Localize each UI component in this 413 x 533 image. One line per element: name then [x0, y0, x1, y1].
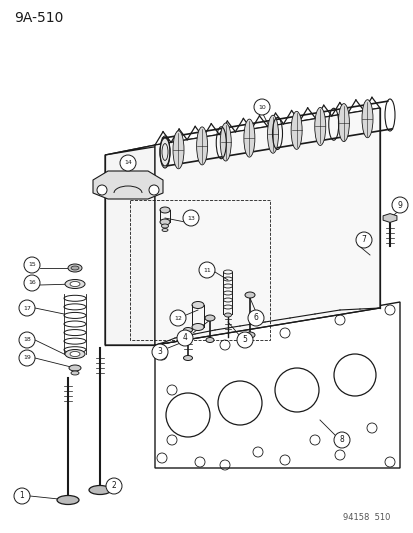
Circle shape: [152, 344, 168, 360]
Polygon shape: [154, 302, 399, 468]
Text: 2: 2: [112, 481, 116, 490]
Circle shape: [199, 262, 214, 278]
Circle shape: [97, 185, 107, 195]
Text: 9A-510: 9A-510: [14, 11, 63, 25]
Ellipse shape: [70, 281, 80, 287]
Ellipse shape: [183, 356, 192, 360]
Ellipse shape: [244, 292, 254, 298]
Ellipse shape: [244, 332, 254, 338]
Text: 16: 16: [28, 280, 36, 286]
Ellipse shape: [314, 108, 325, 146]
Text: 94158  510: 94158 510: [342, 513, 389, 522]
Ellipse shape: [65, 279, 85, 288]
Ellipse shape: [361, 100, 372, 138]
Circle shape: [177, 330, 192, 346]
Ellipse shape: [267, 115, 278, 154]
Ellipse shape: [337, 103, 349, 142]
Circle shape: [149, 185, 159, 195]
Text: 1: 1: [19, 491, 24, 500]
Ellipse shape: [243, 119, 254, 157]
Circle shape: [183, 210, 199, 226]
Text: 10: 10: [257, 104, 265, 109]
Circle shape: [236, 332, 252, 348]
Ellipse shape: [70, 351, 80, 357]
Ellipse shape: [192, 324, 204, 330]
Ellipse shape: [159, 219, 170, 225]
Text: 9: 9: [396, 200, 401, 209]
Ellipse shape: [206, 337, 214, 343]
Ellipse shape: [161, 229, 168, 231]
Circle shape: [333, 432, 349, 448]
Text: 3: 3: [157, 348, 162, 357]
Ellipse shape: [69, 365, 81, 371]
Circle shape: [19, 350, 35, 366]
Ellipse shape: [71, 266, 79, 270]
Circle shape: [355, 232, 371, 248]
Circle shape: [170, 310, 185, 326]
Ellipse shape: [71, 371, 79, 375]
Circle shape: [14, 488, 30, 504]
Circle shape: [120, 155, 136, 171]
Circle shape: [24, 275, 40, 291]
Text: 5: 5: [242, 335, 247, 344]
Text: 15: 15: [28, 262, 36, 268]
Ellipse shape: [196, 127, 207, 165]
Text: 12: 12: [173, 316, 181, 320]
Ellipse shape: [57, 496, 79, 505]
Text: 7: 7: [361, 236, 366, 245]
Text: 4: 4: [182, 334, 187, 343]
Ellipse shape: [159, 207, 170, 213]
Ellipse shape: [89, 486, 111, 495]
Ellipse shape: [183, 327, 192, 333]
Text: 13: 13: [187, 215, 195, 221]
Ellipse shape: [224, 313, 231, 317]
Ellipse shape: [65, 350, 85, 359]
Circle shape: [391, 197, 407, 213]
Ellipse shape: [204, 315, 214, 321]
Text: 19: 19: [23, 356, 31, 360]
Circle shape: [24, 257, 40, 273]
Text: 18: 18: [23, 337, 31, 343]
Circle shape: [247, 310, 263, 326]
Ellipse shape: [68, 264, 82, 272]
Polygon shape: [154, 108, 379, 345]
Text: 17: 17: [23, 305, 31, 311]
Polygon shape: [105, 108, 379, 155]
Text: 6: 6: [253, 313, 258, 322]
Ellipse shape: [220, 123, 231, 161]
Ellipse shape: [290, 111, 301, 149]
Ellipse shape: [192, 302, 204, 309]
Text: 14: 14: [124, 160, 132, 166]
Circle shape: [19, 300, 35, 316]
Ellipse shape: [161, 224, 168, 228]
Polygon shape: [93, 171, 163, 199]
Circle shape: [106, 478, 122, 494]
Polygon shape: [382, 214, 396, 222]
Ellipse shape: [173, 131, 183, 169]
Polygon shape: [105, 145, 154, 345]
Text: 11: 11: [203, 268, 210, 272]
Ellipse shape: [159, 138, 170, 166]
Circle shape: [254, 99, 269, 115]
Text: 8: 8: [339, 435, 344, 445]
Circle shape: [19, 332, 35, 348]
